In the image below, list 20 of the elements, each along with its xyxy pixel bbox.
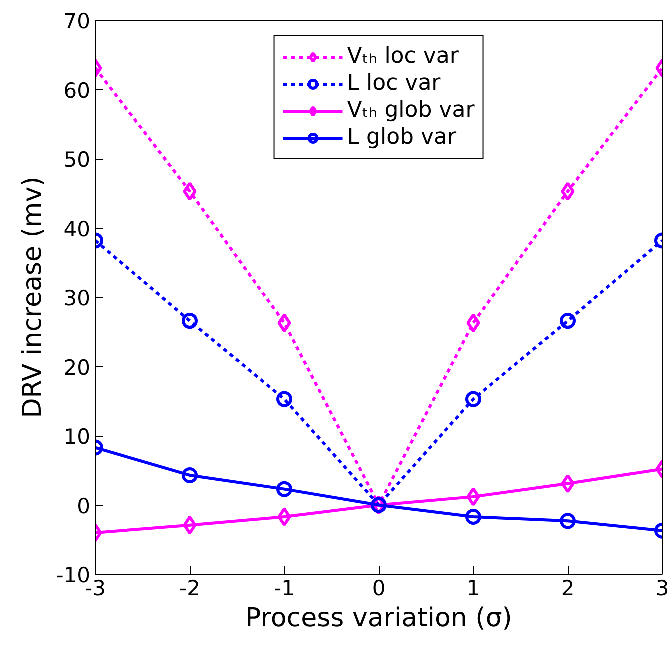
- y-tick-label: 60: [64, 78, 91, 103]
- x-tick-label: 2: [561, 576, 575, 600]
- y-tick-label: 40: [64, 217, 91, 242]
- y-tick-label: 30: [64, 286, 91, 310]
- x-tick-label: -2: [180, 576, 200, 600]
- legend-label: L loc var: [347, 71, 441, 96]
- y-tick-label: 20: [64, 356, 91, 380]
- y-axis-title: DRV increase (mv): [18, 176, 48, 418]
- legend-label: Vₜₕ glob var: [347, 98, 475, 123]
- x-tick-label: -1: [274, 576, 295, 600]
- y-tick-label: 70: [64, 10, 91, 34]
- x-tick-label: 3: [656, 576, 670, 600]
- x-tick-label: 0: [372, 576, 386, 600]
- y-tick-label: 50: [64, 148, 91, 172]
- x-tick-label: 1: [466, 576, 480, 600]
- x-axis-title: Process variation (σ): [246, 604, 512, 634]
- legend-label: L glob var: [347, 125, 457, 150]
- y-tick-label: 10: [64, 425, 91, 449]
- legend-label: Vₜₕ loc var: [347, 44, 459, 69]
- y-tick-label: 0: [77, 494, 91, 518]
